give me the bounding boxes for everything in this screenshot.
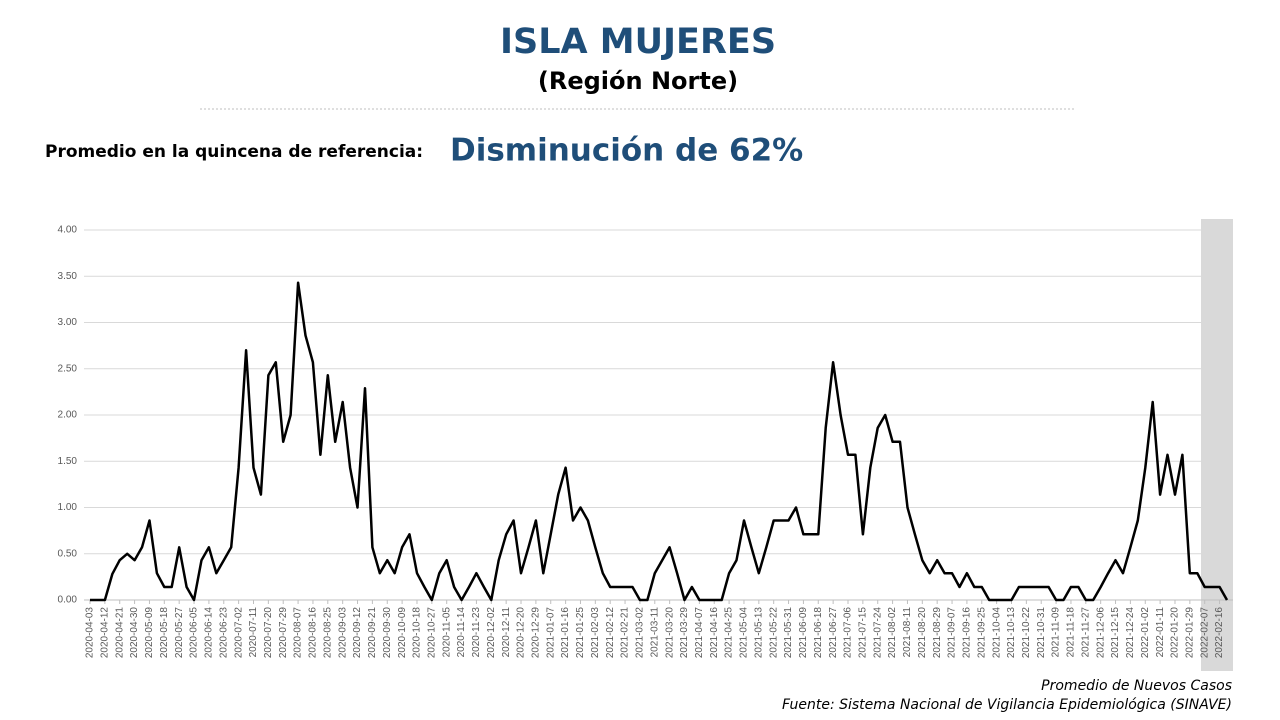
x-tick-label: 2020-12-02 [486, 607, 497, 659]
x-tick-label: 2021-05-13 [753, 607, 764, 659]
decrease-label: Disminución de 62% [450, 133, 803, 169]
y-tick-label: 0.50 [58, 548, 78, 559]
x-tick-label: 2020-12-29 [531, 607, 542, 659]
x-tick-label: 2021-12-06 [1095, 607, 1106, 659]
y-tick-label: 3.00 [58, 317, 78, 328]
x-tick-label: 2021-08-20 [917, 607, 928, 659]
x-tick-label: 2021-04-07 [694, 607, 705, 659]
x-tick-label: 2020-09-03 [337, 607, 348, 659]
x-tick-label: 2021-10-13 [1006, 607, 1017, 659]
x-tick-label: 2020-06-23 [218, 607, 229, 659]
x-tick-label: 2021-08-29 [932, 607, 943, 659]
x-tick-label: 2022-02-16 [1214, 607, 1225, 659]
x-tick-label: 2021-07-24 [872, 607, 883, 659]
x-tick-label: 2021-01-25 [575, 607, 586, 659]
x-tick-label: 2020-11-05 [441, 607, 452, 658]
x-tick-label: 2022-01-20 [1170, 607, 1181, 659]
x-tick-label: 2020-05-27 [174, 607, 185, 659]
x-tick-label: 2020-07-20 [263, 607, 274, 659]
x-tick-label: 2020-12-11 [501, 607, 512, 658]
x-tick-label: 2021-06-09 [798, 607, 809, 659]
x-tick-label: 2020-05-18 [159, 607, 170, 659]
x-tick-label: 2020-07-11 [248, 607, 259, 658]
x-tick-label: 2021-11-27 [1080, 607, 1091, 658]
x-tick-label: 2020-10-18 [412, 607, 423, 659]
x-tick-label: 2021-12-24 [1125, 607, 1136, 659]
x-tick-label: 2020-04-30 [129, 607, 140, 659]
x-tick-label: 2022-01-29 [1184, 607, 1195, 659]
y-tick-label: 2.50 [58, 363, 78, 374]
x-tick-label: 2020-04-12 [100, 607, 111, 659]
x-tick-label: 2021-11-09 [1051, 607, 1062, 658]
x-tick-label: 2021-05-31 [783, 607, 794, 659]
x-tick-label: 2020-09-21 [367, 607, 378, 659]
reference-label: Promedio en la quincena de referencia: [45, 142, 423, 162]
x-tick-label: 2020-04-03 [85, 607, 96, 659]
x-tick-label: 2021-11-18 [1066, 607, 1077, 658]
x-tick-label: 2021-09-25 [976, 607, 987, 659]
x-tick-label: 2020-04-21 [114, 607, 125, 659]
x-tick-label: 2022-02-07 [1199, 607, 1210, 659]
x-tick-label: 2021-03-29 [679, 607, 690, 659]
x-tick-label: 2021-06-18 [813, 607, 824, 659]
x-tick-label: 2021-03-02 [635, 607, 646, 659]
x-tick-label: 2021-09-07 [947, 607, 958, 659]
x-tick-label: 2021-02-03 [590, 607, 601, 659]
x-tick-label: 2022-01-11 [1155, 607, 1166, 658]
slide-subtitle: (Región Norte) [538, 67, 738, 95]
x-tick-label: 2021-07-15 [858, 607, 869, 659]
x-tick-label: 2021-08-02 [887, 607, 898, 659]
x-tick-label: 2020-08-16 [308, 607, 319, 659]
x-tick-label: 2021-12-15 [1110, 607, 1121, 659]
x-tick-label: 2020-09-12 [352, 607, 363, 659]
y-tick-label: 2.00 [58, 410, 78, 421]
x-tick-label: 2021-03-11 [649, 607, 660, 658]
x-tick-label: 2021-10-22 [1021, 607, 1032, 659]
x-tick-label: 2020-07-02 [233, 607, 244, 659]
x-tick-label: 2020-08-07 [293, 607, 304, 659]
x-tick-label: 2020-07-29 [278, 607, 289, 659]
x-tick-label: 2020-06-14 [204, 607, 215, 659]
x-tick-label: 2022-01-02 [1140, 607, 1151, 659]
x-tick-label: 2021-09-16 [962, 607, 973, 659]
x-tick-label: 2021-10-31 [1036, 607, 1047, 659]
x-tick-label: 2021-03-20 [664, 607, 675, 659]
x-tick-label: 2020-05-09 [144, 607, 155, 659]
x-tick-label: 2021-02-21 [620, 607, 631, 659]
shaded-period [1201, 219, 1233, 671]
y-tick-label: 3.50 [58, 271, 78, 282]
slide-title: ISLA MUJERES [500, 22, 776, 62]
x-tick-label: 2021-04-16 [709, 607, 720, 659]
x-tick-label: 2021-05-22 [768, 607, 779, 659]
x-tick-label: 2020-10-27 [426, 607, 437, 659]
x-tick-label: 2021-08-11 [902, 607, 913, 658]
x-tick-label: 2020-11-23 [471, 607, 482, 658]
x-tick-label: 2021-01-16 [560, 607, 571, 659]
x-tick-label: 2021-05-04 [739, 607, 750, 659]
x-tick-label: 2021-10-04 [991, 607, 1002, 659]
y-tick-label: 1.50 [58, 456, 78, 467]
x-tick-label: 2021-07-06 [843, 607, 854, 659]
y-tick-label: 1.00 [58, 502, 78, 513]
series-note: Promedio de Nuevos Casos [1041, 678, 1232, 694]
plot: 0.00 0.50 1.00 1.50 2.00 2.50 3.00 3.50 4.00 2020… [58, 225, 1233, 659]
x-tick-label: 2020-12-20 [516, 607, 527, 659]
x-tick-label: 2021-04-25 [724, 607, 735, 659]
x-tick-label: 2020-10-09 [397, 607, 408, 659]
x-tick-label: 2020-06-05 [189, 607, 200, 659]
x-tick-label: 2021-02-12 [605, 607, 616, 659]
x-tick-label: 2020-08-25 [322, 607, 333, 659]
x-tick-label: 2021-06-27 [828, 607, 839, 659]
y-tick-label: 0.00 [58, 595, 78, 606]
series-line [90, 281, 1229, 602]
x-tick-label: 2021-01-07 [545, 607, 556, 659]
x-tick-label: 2020-11-14 [456, 607, 467, 658]
y-tick-label: 4.00 [58, 225, 78, 236]
x-tick-label: 2020-09-30 [382, 607, 393, 659]
source-note: Fuente: Sistema Nacional de Vigilancia E… [782, 697, 1232, 713]
